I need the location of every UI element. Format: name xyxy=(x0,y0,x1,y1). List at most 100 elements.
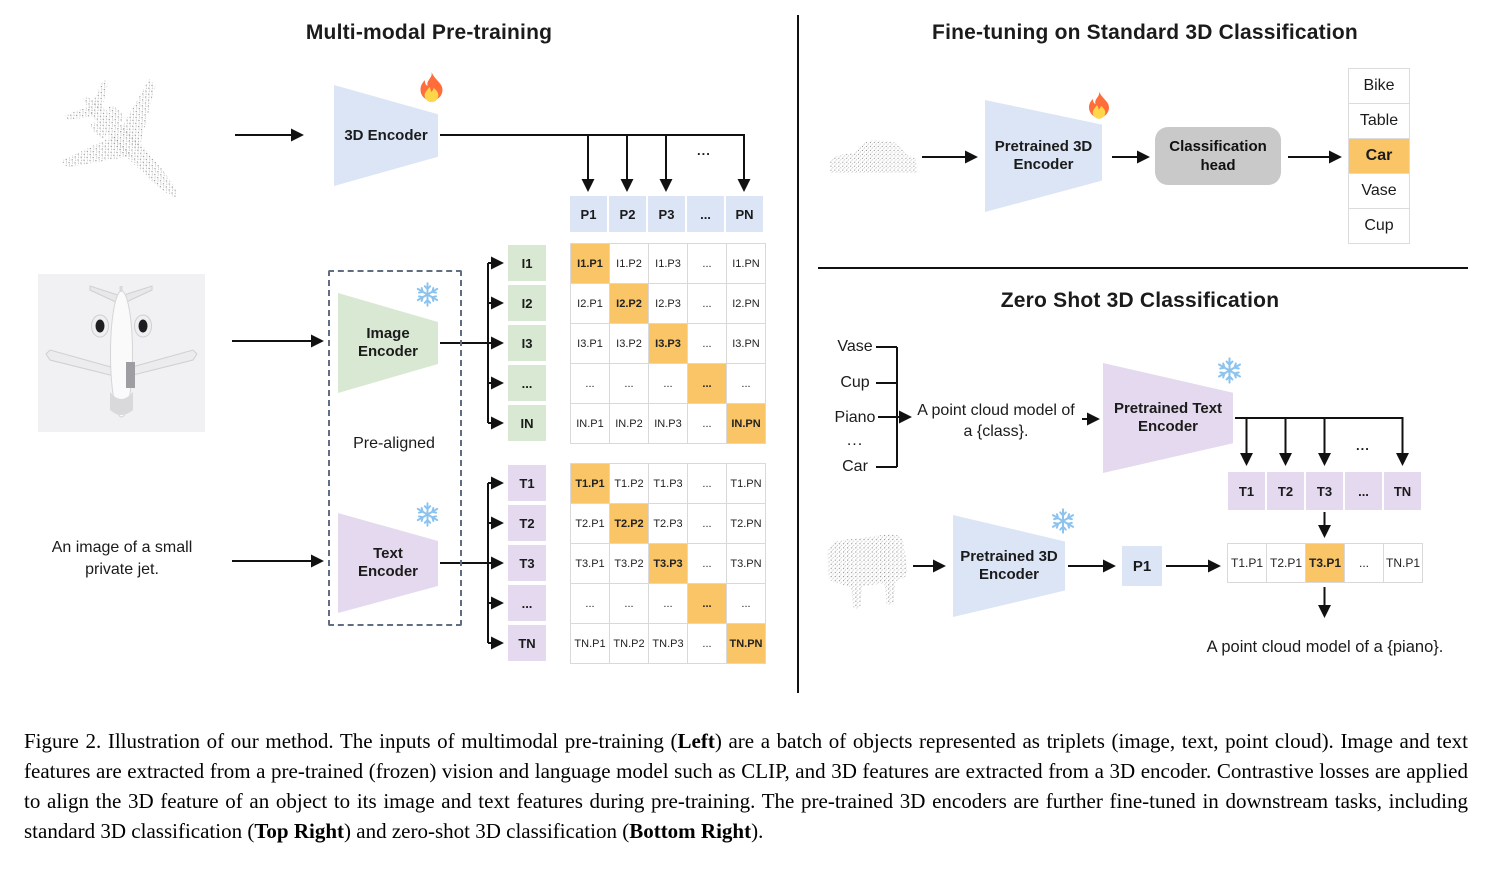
3d-encoder-label: 3D Encoder xyxy=(344,127,427,145)
zeroshot-result-text: A point cloud model of a {piano}. xyxy=(1206,638,1444,656)
similarity-cell: ... xyxy=(727,584,765,623)
similarity-cell: T3.P1 xyxy=(571,544,609,583)
text-line: private jet. xyxy=(85,561,159,578)
text-feature-cell: T3 xyxy=(508,545,546,581)
piano-pointcloud xyxy=(827,534,908,609)
similarity-cell: ... xyxy=(688,504,726,543)
text-line: Encoder xyxy=(357,563,418,580)
text-line: Classification xyxy=(1169,138,1267,155)
similarity-cell: TN.PN xyxy=(727,624,765,663)
p-cell: P2 xyxy=(609,196,646,232)
class-item: Bike xyxy=(1349,69,1409,103)
t-cell: T1 xyxy=(1228,472,1265,510)
similarity-cell: I2.P1 xyxy=(571,284,609,323)
image-feature-cell: I2 xyxy=(508,285,546,321)
similarity-cell: ... xyxy=(688,404,726,443)
similarity-cell: I2.P2 xyxy=(610,284,648,323)
similarity-cell: T2.PN xyxy=(727,504,765,543)
class-item: Table xyxy=(1349,104,1409,138)
input-text-caption: An image of a small private jet. xyxy=(28,537,216,581)
text-feature-cell: TN xyxy=(508,625,546,661)
class-prediction-list: Bike Table Car Vase Cup xyxy=(1348,68,1410,244)
class-item: Cup xyxy=(1349,209,1409,243)
text-line: An image of a small xyxy=(51,539,193,556)
t-cell: T3 xyxy=(1306,472,1343,510)
similarity-cell: IN.PN xyxy=(727,404,765,443)
similarity-cell: ... xyxy=(688,464,726,503)
similarity-cell: T1.P1 xyxy=(1228,544,1266,582)
similarity-cell: T1.P3 xyxy=(649,464,687,503)
similarity-cell: ... xyxy=(610,364,648,403)
similarity-cell: I3.P3 xyxy=(649,324,687,363)
jet-rendering xyxy=(45,285,198,418)
figure-caption: Figure 2. Illustration of our method. Th… xyxy=(24,726,1468,846)
similarity-cell: ... xyxy=(1345,544,1383,582)
caption-segment: ) are a batch of objects represented as … xyxy=(24,729,1468,843)
text-line: Pretrained 3D xyxy=(994,138,1093,155)
text-line: Encoder xyxy=(1137,418,1198,435)
image-encoder-label: Image Encoder xyxy=(358,325,418,361)
zeroshot-class-name: Car xyxy=(842,458,868,475)
jet-image xyxy=(38,274,205,432)
text-line: Encoder xyxy=(1013,156,1074,173)
similarity-cell: ... xyxy=(727,364,765,403)
p-drop-dots: ... xyxy=(697,143,711,158)
similarity-cell: I3.PN xyxy=(727,324,765,363)
zeroshot-3d-encoder-label: Pretrained 3D Encoder xyxy=(960,548,1058,584)
t-cell: TN xyxy=(1384,472,1421,510)
prompt-text: A point cloud model of a {class}. xyxy=(915,400,1077,442)
zeroshot-class-name: ... xyxy=(846,432,864,449)
car-pointcloud xyxy=(829,140,918,173)
caption-bold-segment: Bottom Right xyxy=(629,819,752,843)
pretrained-text-encoder-box: Pretrained Text Encoder xyxy=(1103,363,1233,473)
snowflake-icon xyxy=(414,281,441,308)
text-line: a {class}. xyxy=(963,423,1029,440)
similarity-cell: TN.P1 xyxy=(1384,544,1422,582)
snowflake-icon xyxy=(1215,356,1244,385)
p-cell: P3 xyxy=(648,196,685,232)
similarity-cell: TN.P1 xyxy=(571,624,609,663)
t-cell: ... xyxy=(1345,472,1382,510)
text-encoder-label: Text Encoder xyxy=(358,545,418,581)
similarity-cell: T1.P2 xyxy=(610,464,648,503)
similarity-cell: IN.P1 xyxy=(571,404,609,443)
p-feature-row: P1 P2 P3... PN xyxy=(570,196,763,232)
text-line: Pretrained Text xyxy=(1113,400,1223,417)
image-feature-cell: I1 xyxy=(508,245,546,281)
zeroshot-title: Zero Shot 3D Classification xyxy=(1000,289,1280,312)
caption-segment: ). xyxy=(751,819,764,843)
similarity-cell: IN.P2 xyxy=(610,404,648,443)
text-line: Pretrained 3D xyxy=(960,548,1058,565)
finetune-title: Fine-tuning on Standard 3D Classificatio… xyxy=(932,21,1358,44)
similarity-cell: T2.P3 xyxy=(649,504,687,543)
p-cell: ... xyxy=(687,196,724,232)
class-item: Car xyxy=(1349,139,1409,173)
airplane-pointcloud xyxy=(40,56,221,238)
pre-aligned-box xyxy=(328,270,462,626)
snowflake-icon xyxy=(1049,507,1077,535)
similarity-cell: T2.P1 xyxy=(571,504,609,543)
similarity-cell: TN.P2 xyxy=(610,624,648,663)
caption-bold-segment: Left xyxy=(677,729,715,753)
text-line: Encoder xyxy=(978,566,1039,583)
similarity-cell: I2.P3 xyxy=(649,284,687,323)
similarity-cell: I3.P1 xyxy=(571,324,609,363)
similarity-cell: T3.PN xyxy=(727,544,765,583)
t-drop-dots: ... xyxy=(1356,438,1370,453)
similarity-cell: I1.PN xyxy=(727,244,765,283)
similarity-cell: T3.P2 xyxy=(610,544,648,583)
similarity-cell: ... xyxy=(688,324,726,363)
text-feature-cell: T1 xyxy=(508,465,546,501)
similarity-cell: ... xyxy=(571,364,609,403)
similarity-cell: T2.P2 xyxy=(610,504,648,543)
p-cell: P1 xyxy=(570,196,607,232)
text-line: Image xyxy=(366,325,410,342)
image-feature-column: I1 I2 I3... IN xyxy=(508,245,546,441)
similarity-cell: ... xyxy=(688,624,726,663)
similarity-cell: ... xyxy=(610,584,648,623)
caption-bold-segment: Top Right xyxy=(254,819,345,843)
text-feature-cell: T2 xyxy=(508,505,546,541)
zeroshot-class-name: Vase xyxy=(837,338,873,355)
similarity-cell: ... xyxy=(649,584,687,623)
similarity-cell: I1.P3 xyxy=(649,244,687,283)
